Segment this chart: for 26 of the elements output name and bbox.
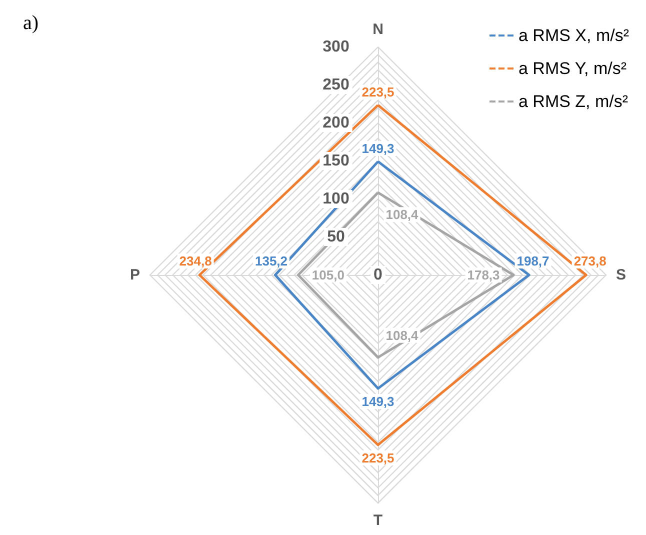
data-label: 108,4 bbox=[386, 207, 420, 222]
data-label: 223,5 bbox=[362, 84, 394, 100]
data-label: 105,0 bbox=[312, 268, 344, 282]
data-label: 149,3 bbox=[362, 394, 394, 409]
data-label: 273,8 bbox=[574, 254, 606, 268]
legend-label: a RMS Z, m/s² bbox=[518, 92, 628, 111]
spoke-label: N bbox=[372, 21, 384, 38]
legend-label: a RMS X, m/s² bbox=[518, 26, 630, 45]
data-label: 198,7 bbox=[516, 254, 550, 268]
y-tick-label: 150 bbox=[322, 152, 350, 170]
y-tick-label: 300 bbox=[322, 38, 350, 56]
data-label: 108,4 bbox=[386, 328, 420, 343]
y-tick-label: 100 bbox=[322, 190, 350, 208]
legend-label: a RMS Y, m/s² bbox=[518, 59, 627, 78]
spoke-label: P bbox=[130, 266, 140, 284]
spoke-label: S bbox=[616, 266, 626, 284]
data-label: 149,3 bbox=[362, 141, 394, 156]
y-tick-label: 250 bbox=[322, 76, 350, 94]
data-label: 223,5 bbox=[362, 450, 394, 466]
chart-title: a) bbox=[23, 12, 39, 34]
data-label: 135,2 bbox=[254, 254, 288, 268]
data-label: 234,8 bbox=[179, 254, 212, 268]
spoke-label: T bbox=[373, 512, 383, 529]
data-label: 178,3 bbox=[467, 268, 500, 282]
y-tick-label: 200 bbox=[322, 114, 350, 132]
y-tick-label: 50 bbox=[327, 228, 345, 246]
